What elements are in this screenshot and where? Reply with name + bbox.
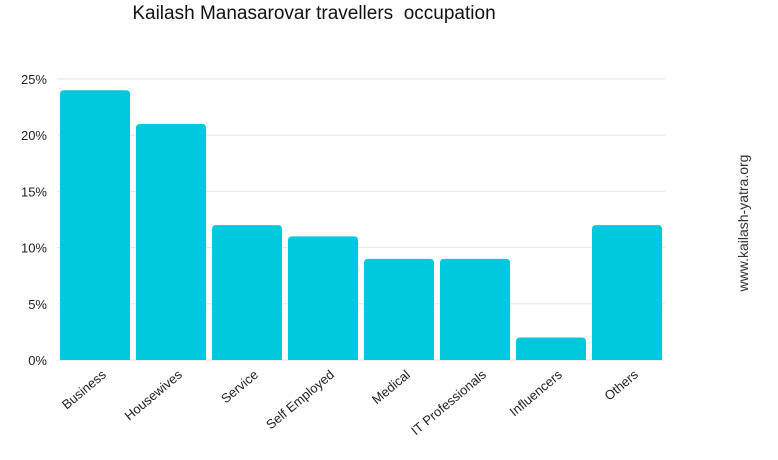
x-tick-label: Service — [218, 367, 261, 406]
bar-influencers — [516, 337, 586, 360]
watermark-text: www.kailash-yatra.org — [735, 154, 751, 292]
y-tick-label: 0% — [28, 353, 47, 368]
bar-it-professionals — [440, 258, 510, 360]
bar-housewives — [136, 123, 206, 361]
x-tick-label: Self Employed — [263, 367, 337, 432]
x-tick-label: Others — [601, 366, 641, 403]
x-tick-label: Influencers — [507, 366, 566, 419]
y-tick-label: 20% — [21, 128, 47, 143]
y-tick-label: 15% — [21, 184, 47, 199]
bar-medical — [364, 258, 434, 360]
chart-title: Kailash Manasarovar travellers occupatio… — [132, 3, 496, 24]
x-tick-label: Medical — [369, 367, 413, 407]
y-tick-label: 10% — [21, 241, 47, 256]
x-tick-label: Housewives — [122, 366, 186, 423]
y-tick-label: 25% — [21, 72, 47, 87]
bar-self-employed — [288, 236, 358, 360]
bar-others — [592, 225, 662, 360]
y-tick-label: 5% — [28, 297, 47, 312]
x-tick-label: Business — [59, 366, 109, 412]
x-tick-label: IT Professionals — [408, 366, 489, 438]
bar-business — [60, 90, 130, 361]
bar-service — [212, 225, 282, 360]
